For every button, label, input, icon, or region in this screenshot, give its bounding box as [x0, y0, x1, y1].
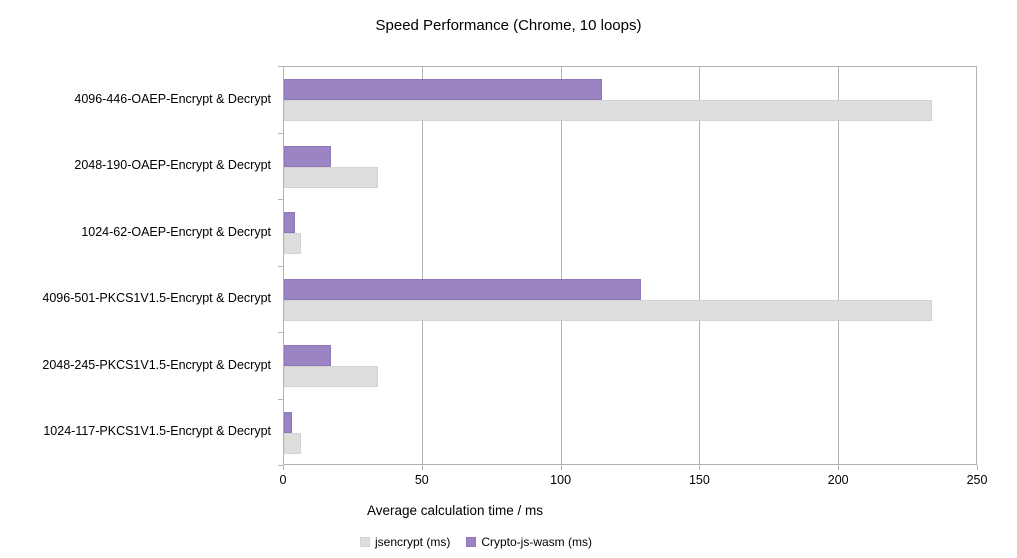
gridline [422, 67, 424, 464]
legend-item-crypto-js-wasm: Crypto-js-wasm (ms) [466, 535, 592, 549]
x-axis-tick [977, 465, 978, 470]
bar-jsencrypt [284, 233, 301, 255]
gridline [976, 67, 977, 464]
bar-group [284, 67, 976, 134]
y-axis-tick [278, 199, 283, 200]
x-axis-tick [560, 465, 562, 470]
chart-title: Speed Performance (Chrome, 10 loops) [375, 17, 642, 34]
category-label: 1024-62-OAEP-Encrypt & Decrypt [81, 224, 271, 239]
y-axis-tick [278, 399, 283, 400]
y-axis-tick [278, 66, 283, 67]
legend-marker-jsencrypt-icon [359, 537, 370, 547]
bar-jsencrypt [284, 366, 379, 388]
legend-marker-crypto-js-wasm-icon [466, 537, 477, 547]
legend-item-jsencrypt: jsencrypt (ms) [359, 535, 451, 549]
x-axis-tick-label: 50 [414, 473, 429, 487]
y-axis-tick [278, 465, 283, 466]
gridline [560, 67, 562, 464]
bar-jsencrypt [284, 432, 301, 454]
bar-jsencrypt [284, 100, 932, 122]
bar-crypto-js-wasm [284, 411, 293, 433]
bar-crypto-js-wasm [284, 79, 603, 101]
legend-label-jsencrypt: jsencrypt (ms) [374, 535, 451, 549]
bar-group [284, 134, 976, 201]
legend-label-crypto-js-wasm: Crypto-js-wasm (ms) [481, 535, 593, 549]
x-axis-tick-label: 200 [827, 473, 849, 487]
plot-area [283, 66, 977, 465]
bar-group [284, 400, 976, 467]
category-label: 2048-245-PKCS1V1.5-Encrypt & Decrypt [42, 357, 271, 372]
x-axis-tick [699, 465, 701, 470]
bar-jsencrypt [284, 299, 932, 321]
x-axis-tick-label: 0 [279, 473, 287, 487]
gridline [837, 67, 839, 464]
bar-group [284, 267, 976, 334]
bar-crypto-js-wasm [284, 278, 642, 300]
bar-jsencrypt [284, 166, 379, 188]
x-axis-tick [421, 465, 423, 470]
x-axis-title: Average calculation time / ms [366, 503, 544, 518]
category-label: 4096-501-PKCS1V1.5-Encrypt & Decrypt [42, 291, 271, 306]
bar-crypto-js-wasm [284, 145, 332, 167]
bar-crypto-js-wasm [284, 212, 296, 234]
chart-legend: jsencrypt (ms) Crypto-js-wasm (ms) [359, 535, 592, 549]
x-axis-tick-label: 150 [688, 473, 710, 487]
bar-crypto-js-wasm [284, 345, 332, 367]
category-label: 4096-446-OAEP-Encrypt & Decrypt [74, 91, 271, 106]
y-axis-tick [278, 332, 283, 333]
bar-group [284, 333, 976, 400]
x-axis-tick [283, 465, 284, 470]
category-label: 2048-190-OAEP-Encrypt & Decrypt [74, 158, 271, 173]
x-axis-tick-label: 100 [550, 473, 572, 487]
y-axis-tick [278, 266, 283, 267]
x-axis-tick [838, 465, 840, 470]
bar-group [284, 200, 976, 267]
y-axis-tick [278, 133, 283, 134]
x-axis-tick-label: 250 [966, 473, 988, 487]
gridline [699, 67, 701, 464]
category-label: 1024-117-PKCS1V1.5-Encrypt & Decrypt [43, 424, 271, 439]
